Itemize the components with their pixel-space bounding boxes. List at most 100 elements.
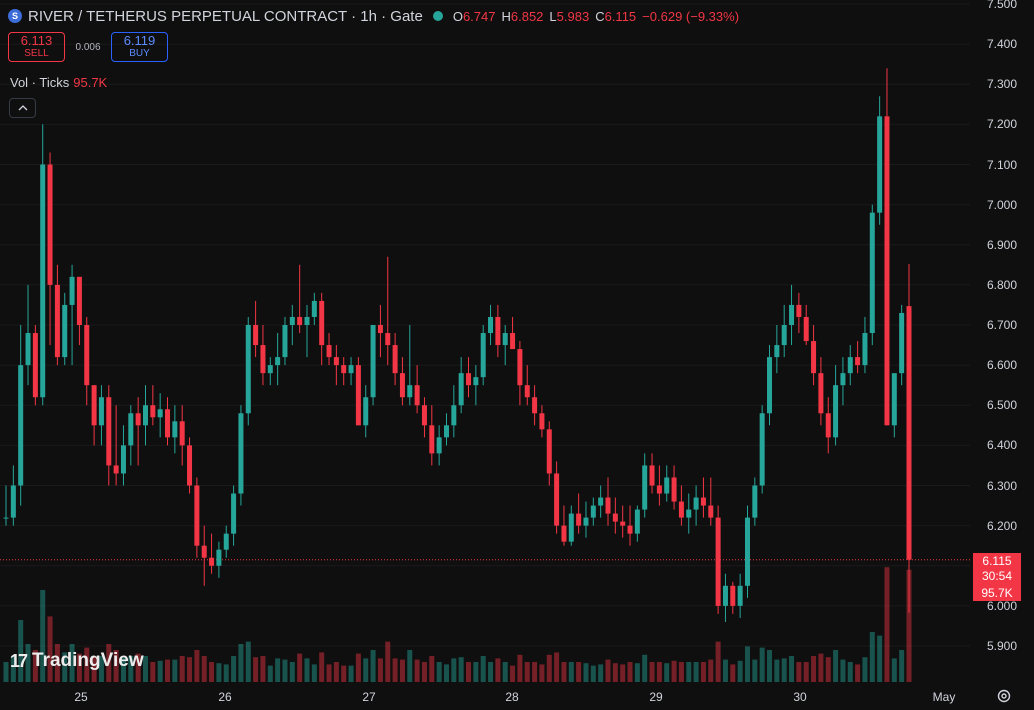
candle-body xyxy=(774,345,780,358)
candle-body xyxy=(825,413,831,438)
candle-body xyxy=(194,485,200,546)
volume-bar xyxy=(473,662,479,682)
candle-body xyxy=(877,116,883,213)
volume-bar xyxy=(811,656,817,682)
candle-body xyxy=(708,505,714,518)
volume-bar xyxy=(201,656,207,682)
volume-bar xyxy=(488,662,494,682)
volume-bar xyxy=(304,658,310,682)
candle-body xyxy=(245,325,251,414)
tradingview-wordmark: TradingView xyxy=(32,650,144,671)
time-axis-label: 29 xyxy=(649,690,663,704)
candle-body xyxy=(891,373,897,426)
tradingview-logo[interactable]: 17 TradingView xyxy=(10,650,144,672)
symbol-title[interactable]: RIVER / TETHERUS PERPETUAL CONTRACT · 1h… xyxy=(28,7,423,25)
symbol-logo-icon[interactable]: S xyxy=(8,9,22,23)
candlesticks[interactable] xyxy=(3,68,912,622)
time-axis-label: 25 xyxy=(74,690,88,704)
candle-body xyxy=(436,437,442,454)
volume-bar xyxy=(142,656,148,682)
candle-body xyxy=(811,341,817,374)
volume-bar xyxy=(157,660,163,682)
candle-body xyxy=(135,413,141,426)
time-axis-label: 28 xyxy=(505,690,519,704)
candle-body xyxy=(899,312,905,374)
volume-bar xyxy=(825,657,831,682)
candle-body xyxy=(377,325,383,334)
candle-body xyxy=(3,517,9,519)
volume-bar xyxy=(620,664,626,682)
price-axis-label: 7.500 xyxy=(986,0,1017,11)
candle-body xyxy=(532,397,538,414)
trade-buttons: 6.113 SELL 0.006 6.119 BUY xyxy=(8,32,168,62)
price-axis-label: 6.000 xyxy=(986,598,1017,613)
volume-bar xyxy=(187,657,193,682)
volume-bar xyxy=(231,656,237,682)
candle-body xyxy=(282,325,288,358)
volume-bar xyxy=(722,659,728,682)
volume-bar xyxy=(223,664,229,682)
volume-bar xyxy=(399,659,405,682)
candle-body xyxy=(855,357,861,366)
volume-bar xyxy=(789,656,795,682)
volume-bar xyxy=(311,664,317,682)
chevron-up-icon[interactable] xyxy=(9,98,36,118)
price-axis-label: 6.200 xyxy=(986,518,1017,533)
candle-body xyxy=(113,465,119,474)
price-axis-label: 7.100 xyxy=(986,157,1017,172)
candle-body xyxy=(649,465,655,486)
candle-body xyxy=(62,304,68,358)
volume-bar xyxy=(693,662,699,682)
candle-body xyxy=(201,545,207,558)
candle-body xyxy=(906,306,912,560)
volume-bar xyxy=(54,644,60,682)
candle-body xyxy=(568,513,574,542)
volume-bar xyxy=(884,567,890,682)
candle-body xyxy=(414,385,420,406)
volume-bar xyxy=(568,662,574,682)
buy-price: 6.119 xyxy=(123,33,156,48)
volume-bar xyxy=(656,662,662,682)
volume-bar xyxy=(840,659,846,682)
candle-body xyxy=(678,501,684,518)
candle-body xyxy=(869,212,875,334)
volume-bar xyxy=(253,657,259,682)
gear-icon[interactable] xyxy=(996,688,1012,704)
candle-body xyxy=(311,300,317,317)
candle-body xyxy=(656,485,662,494)
volume-bar xyxy=(752,659,758,682)
time-axis-label: May xyxy=(932,690,956,704)
volume-legend[interactable]: Vol · Ticks 95.7K xyxy=(10,75,107,90)
candle-body xyxy=(480,333,486,378)
volume-bar xyxy=(803,662,809,682)
volume-bar xyxy=(524,662,530,682)
volume-bar xyxy=(113,650,119,682)
candle-body xyxy=(150,405,156,418)
candle-body xyxy=(488,316,494,334)
volume-bar xyxy=(605,659,611,682)
volume-bar xyxy=(297,653,303,682)
market-status-icon[interactable] xyxy=(432,11,443,21)
volume-bar xyxy=(238,644,244,682)
volume-bar xyxy=(135,653,141,682)
volume-bar xyxy=(436,662,442,682)
candle-body xyxy=(510,333,516,350)
candle-body xyxy=(76,276,82,325)
buy-button[interactable]: 6.119 BUY xyxy=(111,32,168,62)
candle-body xyxy=(524,385,530,398)
candle-body xyxy=(392,345,398,374)
volume-bar xyxy=(275,658,281,682)
price-axis-label: 6.700 xyxy=(986,318,1017,332)
price-axis-label: 7.200 xyxy=(986,117,1017,132)
volume-bar xyxy=(818,653,824,682)
volume-bar xyxy=(377,658,383,682)
chart-header: S RIVER / TETHERUS PERPETUAL CONTRACT · … xyxy=(8,6,739,26)
price-axis-label: 5.900 xyxy=(986,639,1017,653)
volume-bar xyxy=(392,658,398,682)
volume-bar xyxy=(730,664,736,682)
close-value: 6.115 xyxy=(604,8,637,24)
volume-bar xyxy=(686,662,692,682)
volume-bar xyxy=(10,656,16,682)
sell-button[interactable]: 6.113 SELL xyxy=(8,32,65,62)
